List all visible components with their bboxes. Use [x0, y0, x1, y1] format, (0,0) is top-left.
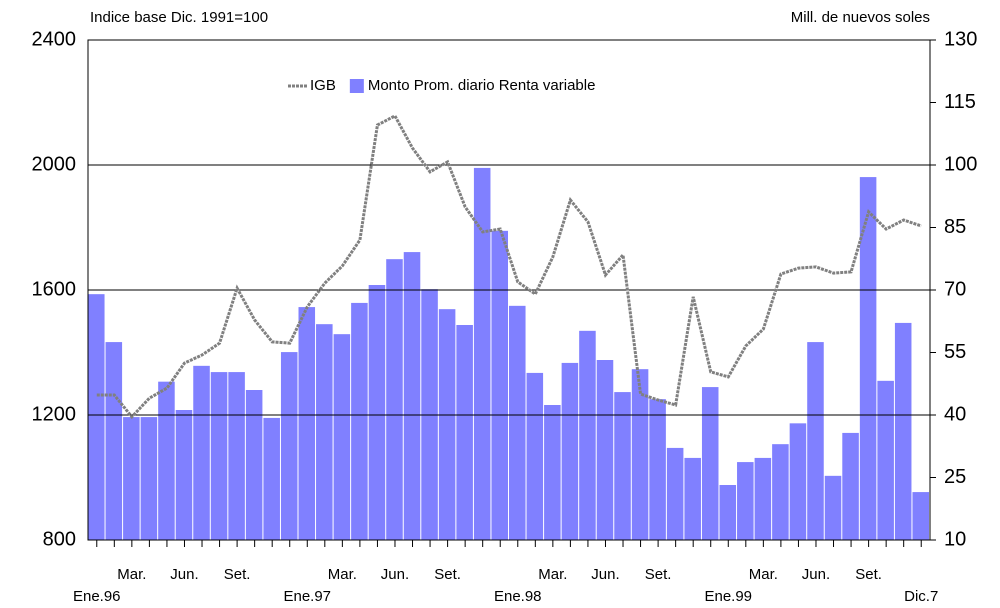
y2-tick-label: 55: [944, 341, 966, 363]
bar: [105, 342, 123, 540]
y2-tick-label: 10: [944, 528, 966, 550]
x-tick-label: Set.: [855, 566, 882, 583]
legend-swatch: [349, 79, 364, 93]
y-tick-label: 800: [43, 528, 76, 550]
bar: [526, 372, 544, 540]
bar: [140, 417, 158, 540]
bar: [859, 177, 877, 541]
bar: [561, 362, 579, 540]
x-tick-label: Ene.98: [494, 588, 542, 605]
bar: [824, 475, 842, 540]
bar: [807, 342, 824, 540]
bar: [351, 302, 368, 540]
x-tick-label: Set.: [434, 566, 461, 583]
bar: [579, 330, 596, 540]
plot-frame: [87, 39, 931, 541]
x-tick-label: Set.: [224, 566, 251, 583]
y2-tick-label: 115: [944, 91, 976, 113]
bar: [193, 365, 210, 540]
legend-label: IGB: [310, 77, 336, 94]
bar: [877, 380, 894, 540]
bar: [666, 447, 684, 540]
y-tick-label: 1200: [32, 403, 77, 425]
bar: [245, 390, 263, 540]
y-tick-label: 2000: [32, 153, 77, 175]
bar: [456, 325, 473, 540]
bar: [386, 259, 403, 540]
bar: [894, 322, 912, 540]
bar: [473, 167, 491, 540]
x-tick-label: Dic.7: [904, 588, 938, 605]
bar: [737, 462, 754, 540]
x-tick-label: Mar.: [117, 566, 146, 583]
bar: [368, 285, 386, 540]
x-tick-label: Set.: [645, 566, 672, 583]
bar: [544, 405, 561, 540]
bar: [649, 399, 666, 540]
bar: [438, 309, 456, 540]
bar: [298, 307, 316, 540]
bar: [403, 252, 421, 541]
bar: [631, 369, 649, 540]
bar: [701, 387, 719, 540]
bar: [684, 457, 701, 540]
y2-tick-label: 130: [944, 28, 977, 50]
y2-tick-label: 70: [944, 278, 966, 300]
bar: [333, 334, 351, 540]
bar: [263, 417, 280, 540]
x-tick-label: Ene.96: [73, 588, 121, 605]
bar: [772, 444, 789, 540]
y2-axis-title: Mill. de nuevos soles: [791, 9, 930, 26]
y2-tick-label: 25: [944, 466, 966, 488]
bar: [754, 457, 772, 540]
legend-label: Monto Prom. diario Renta variable: [368, 77, 596, 94]
y-tick-label: 1600: [32, 278, 77, 300]
bar: [175, 410, 193, 540]
bar: [210, 372, 228, 540]
bar: [88, 294, 105, 540]
bar: [912, 492, 929, 540]
x-tick-label: Mar.: [328, 566, 357, 583]
x-tick-label: Jun.: [591, 566, 619, 583]
y2-tick-label: 100: [944, 153, 977, 175]
bar: [719, 485, 737, 540]
x-tick-label: Mar.: [749, 566, 778, 583]
y2-tick-label: 40: [944, 403, 966, 425]
bar: [158, 381, 175, 540]
y-tick-label: 2400: [32, 28, 77, 50]
bar: [789, 423, 807, 540]
bar: [316, 324, 333, 540]
x-tick-label: Jun.: [802, 566, 830, 583]
y-axis-title: Indice base Dic. 1991=100: [90, 9, 268, 26]
bar: [596, 360, 614, 540]
x-tick-label: Mar.: [538, 566, 567, 583]
x-tick-label: Jun.: [170, 566, 198, 583]
bar: [614, 392, 631, 540]
bar: [228, 372, 245, 540]
bar: [123, 417, 140, 540]
x-tick-label: Jun.: [381, 566, 409, 583]
y2-tick-label: 85: [944, 216, 966, 238]
x-tick-label: Ene.97: [283, 588, 331, 605]
bar: [842, 432, 859, 540]
bar: [280, 352, 298, 540]
x-tick-label: Ene.99: [704, 588, 752, 605]
bar: [491, 230, 508, 541]
line: [96, 113, 922, 420]
bar: [509, 305, 526, 540]
